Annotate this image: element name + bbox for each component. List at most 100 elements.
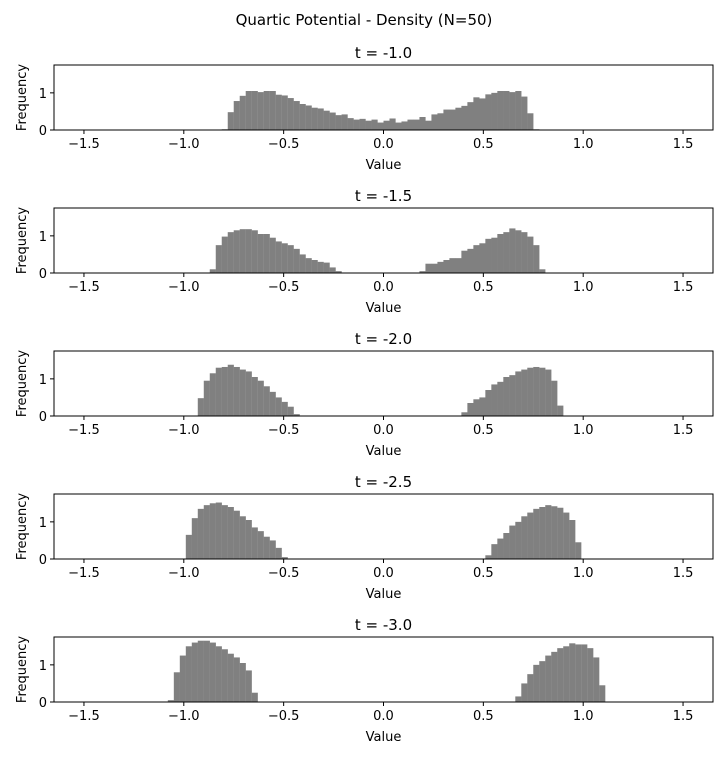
histogram-bar — [533, 508, 540, 559]
histogram-bar — [245, 229, 252, 273]
x-tick-label: 0.5 — [473, 566, 494, 581]
histogram-bar — [437, 113, 444, 130]
x-tick-label: 1.0 — [573, 566, 594, 581]
histogram-bar — [221, 236, 228, 273]
histogram-bar — [269, 91, 276, 130]
x-tick-label: 0.0 — [373, 709, 394, 724]
x-tick-label: 1.5 — [673, 566, 694, 581]
histogram-bar — [539, 367, 546, 416]
histogram-bar — [599, 685, 606, 702]
histogram-bar — [593, 657, 600, 702]
histogram-bar — [485, 94, 492, 130]
histogram-bar — [491, 92, 498, 130]
x-tick-label: 1.5 — [673, 280, 694, 295]
histogram-bar — [419, 117, 426, 130]
histogram-bar — [221, 366, 228, 416]
histogram-bar — [527, 674, 534, 702]
histogram-bar — [275, 94, 282, 130]
y-axis-label: Frequency — [15, 493, 30, 560]
histogram-bar — [341, 114, 348, 130]
x-tick-label: −1.0 — [168, 709, 200, 724]
histogram-bar — [335, 271, 342, 273]
histogram-bar — [557, 405, 564, 416]
histogram-bar — [533, 664, 540, 702]
histogram-bar — [221, 649, 228, 702]
x-tick-label: 0.5 — [473, 137, 494, 152]
histogram-panel-1: t = -1.0 −1.5 −1.0 −0.5 0.0 0.5 1.0 1.5 0 1 Value F… — [15, 44, 714, 173]
histogram-bar — [281, 243, 288, 273]
histogram-bar — [311, 107, 318, 130]
histogram-bar — [521, 516, 528, 559]
histogram-bar — [227, 112, 234, 130]
histogram-bar — [179, 655, 186, 702]
histogram-bar — [263, 536, 270, 559]
histogram-bar — [503, 91, 510, 130]
histogram-panel-3: t = -2.0 −1.5 −1.0 −0.5 0.0 0.5 1.0 1.5 0 1 Value F… — [15, 330, 714, 459]
histogram-bar — [485, 390, 492, 416]
histogram-bar — [467, 248, 474, 273]
x-tick-label: −1.0 — [168, 423, 200, 438]
histogram-bar — [197, 508, 204, 559]
histogram-bar — [233, 230, 240, 273]
histogram-bar — [323, 110, 330, 130]
x-tick-label: 0.5 — [473, 423, 494, 438]
histogram-bar — [407, 119, 414, 130]
histogram-bar — [521, 369, 528, 416]
panel-title: t = -1.5 — [355, 187, 412, 205]
y-axis-label: Frequency — [15, 636, 30, 703]
histogram-bar — [209, 642, 216, 702]
histogram-bar — [551, 651, 558, 702]
histogram-bar — [317, 108, 324, 130]
histogram-bar — [227, 653, 234, 702]
histogram-bar — [425, 120, 432, 130]
histogram-bar — [245, 670, 252, 702]
histogram-bar — [191, 518, 198, 559]
histogram-bar — [209, 373, 216, 416]
histogram-bar — [257, 380, 264, 416]
histogram-bar — [545, 655, 552, 702]
histogram-bar — [257, 92, 264, 130]
histogram-bar — [509, 92, 516, 130]
histogram-bar — [515, 230, 522, 273]
histogram-bar — [245, 91, 252, 130]
histogram-bar — [221, 505, 228, 559]
x-tick-label: −1.5 — [68, 423, 100, 438]
histogram-bar — [467, 102, 474, 130]
histogram-bar — [209, 269, 216, 273]
figure-title: Quartic Potential - Density (N=50) — [235, 11, 493, 29]
y-tick-label: 0 — [39, 553, 47, 568]
x-axis-label: Value — [366, 730, 402, 745]
histogram-bar — [533, 366, 540, 416]
histogram-bar — [497, 91, 504, 130]
axes-frame — [53, 636, 714, 703]
histogram-bar — [281, 95, 288, 130]
histogram-bar — [275, 241, 282, 273]
x-tick-label: −0.5 — [268, 137, 300, 152]
histogram-bar — [509, 228, 516, 273]
histogram-bar — [317, 261, 324, 273]
histogram-bar — [359, 118, 366, 130]
histogram-bar — [263, 234, 270, 273]
axes-frame — [53, 493, 714, 560]
histogram-bar — [251, 230, 258, 273]
axes-frame — [53, 350, 714, 417]
histogram-bar — [185, 646, 192, 702]
histogram-bar — [515, 521, 522, 559]
histogram-bar — [479, 397, 486, 416]
x-axis-label: Value — [366, 301, 402, 316]
histogram-bar — [509, 375, 516, 416]
histogram-bar — [539, 507, 546, 559]
histogram-bar — [293, 248, 300, 273]
histogram-bar — [491, 544, 498, 559]
histogram-panel-4: t = -2.5 −1.5 −1.0 −0.5 0.0 0.5 1.0 1.5 0 1 Value F… — [15, 473, 714, 602]
histogram-bar — [239, 95, 246, 130]
histogram-bar — [281, 557, 288, 559]
x-tick-label: −0.5 — [268, 423, 300, 438]
histogram-bar — [461, 250, 468, 273]
histogram-bar — [329, 267, 336, 273]
y-tick-label: 1 — [39, 87, 47, 102]
histogram-bar — [581, 644, 588, 702]
histogram-bar — [539, 269, 546, 273]
histogram-bar — [329, 112, 336, 130]
histogram-bar — [239, 663, 246, 702]
